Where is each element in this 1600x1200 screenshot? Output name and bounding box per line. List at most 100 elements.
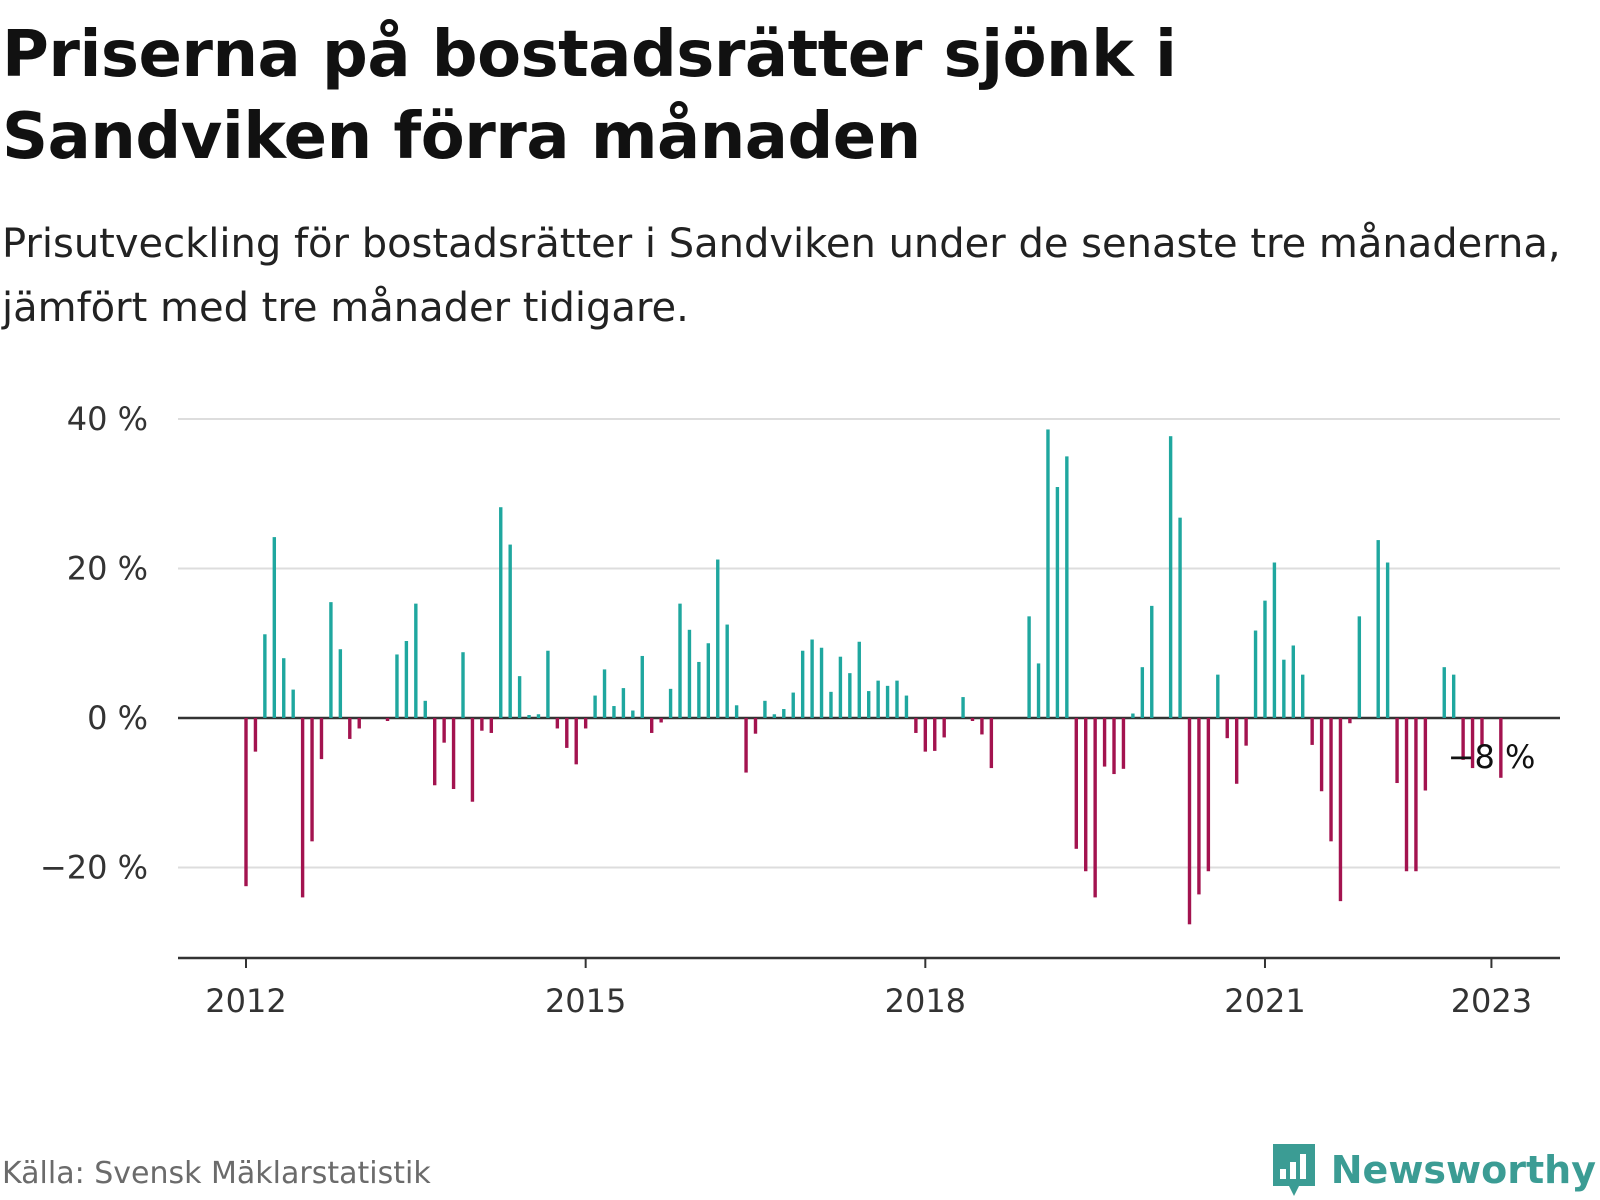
bar xyxy=(876,680,880,719)
bar xyxy=(536,714,541,718)
bar xyxy=(517,676,522,718)
x-tick-label: 2012 xyxy=(205,982,286,1020)
bar xyxy=(829,691,833,718)
x-tick-label: 2023 xyxy=(1451,982,1532,1020)
bar xyxy=(395,654,399,718)
bar xyxy=(914,718,918,733)
bar xyxy=(282,658,286,718)
bar xyxy=(357,718,361,729)
bar xyxy=(1451,674,1456,718)
bar xyxy=(1263,600,1267,718)
bar xyxy=(791,692,795,718)
bar xyxy=(272,537,277,718)
bar xyxy=(706,643,711,718)
bar xyxy=(1301,674,1305,718)
bar xyxy=(970,718,975,721)
chart-title: Priserna på bostadsrätter sjönk i Sandvi… xyxy=(2,18,1177,174)
bar xyxy=(744,718,748,773)
bar xyxy=(1480,718,1484,745)
bar xyxy=(725,624,729,718)
bar xyxy=(1036,663,1041,718)
bar xyxy=(508,544,512,718)
bar xyxy=(593,695,597,718)
bar xyxy=(1187,718,1192,925)
bar xyxy=(555,718,560,729)
bar xyxy=(470,718,475,802)
bar xyxy=(310,718,314,842)
bar xyxy=(1499,718,1503,778)
bar xyxy=(546,650,550,718)
bar xyxy=(348,718,352,739)
bar xyxy=(263,634,267,718)
bar xyxy=(1027,616,1031,718)
last-value-label: −8 % xyxy=(1448,738,1536,776)
bar xyxy=(942,718,946,738)
bar xyxy=(1442,667,1446,718)
bar xyxy=(253,718,258,752)
bar xyxy=(1216,674,1220,718)
bar xyxy=(923,718,928,752)
bar xyxy=(631,710,635,718)
bar xyxy=(763,700,767,718)
bar xyxy=(442,718,446,743)
bar xyxy=(819,647,824,719)
x-tick-label: 2015 xyxy=(545,982,626,1020)
bar xyxy=(1206,718,1211,872)
bar xyxy=(1404,718,1409,872)
bar xyxy=(1244,718,1248,746)
bar xyxy=(1310,718,1314,745)
bar xyxy=(565,718,569,748)
bar xyxy=(782,709,786,718)
bar xyxy=(1112,718,1116,775)
bar xyxy=(1385,562,1390,718)
bar xyxy=(1197,718,1201,895)
bar xyxy=(1131,713,1135,718)
bar xyxy=(433,718,437,786)
y-axis-labels: 40 % 20 % 0 % −20 % xyxy=(40,400,148,887)
bar xyxy=(734,705,739,718)
bar xyxy=(1093,718,1097,898)
bar xyxy=(1168,436,1173,718)
bar xyxy=(291,689,295,718)
bar xyxy=(574,718,578,765)
bar xyxy=(621,688,626,718)
bar xyxy=(1291,645,1295,718)
bar xyxy=(697,661,701,718)
bar xyxy=(1055,487,1060,718)
bar xyxy=(1348,718,1352,724)
bar xyxy=(300,718,305,898)
bar xyxy=(810,639,814,718)
bar xyxy=(668,688,673,718)
bar xyxy=(1140,667,1145,718)
bar xyxy=(838,656,843,718)
bar xyxy=(423,700,427,718)
bar xyxy=(404,641,409,718)
bar xyxy=(451,718,456,790)
bar xyxy=(602,669,607,718)
bar xyxy=(848,673,852,718)
bar xyxy=(1357,616,1362,718)
bar xyxy=(1225,718,1229,739)
bar xyxy=(678,603,682,718)
bar xyxy=(1272,562,1277,718)
bar xyxy=(338,649,343,718)
bar xyxy=(753,718,758,734)
bar xyxy=(1329,718,1333,842)
bar xyxy=(716,559,720,718)
bar xyxy=(885,685,890,718)
bars xyxy=(244,429,1503,925)
source-note: Källa: Svensk Mäklarstatistik xyxy=(2,1156,431,1191)
grid-lines xyxy=(178,418,1560,869)
bar xyxy=(1084,718,1088,872)
x-tick-label: 2021 xyxy=(1224,982,1305,1020)
y-tick-label: −20 % xyxy=(40,849,148,887)
bar xyxy=(1282,659,1286,718)
bar xyxy=(1376,540,1380,718)
bar xyxy=(1178,517,1182,718)
bar xyxy=(933,718,937,751)
bar xyxy=(480,718,484,731)
y-tick-label: 40 % xyxy=(67,400,148,438)
bar xyxy=(385,718,390,721)
bar xyxy=(1338,718,1343,902)
bar xyxy=(414,603,418,718)
